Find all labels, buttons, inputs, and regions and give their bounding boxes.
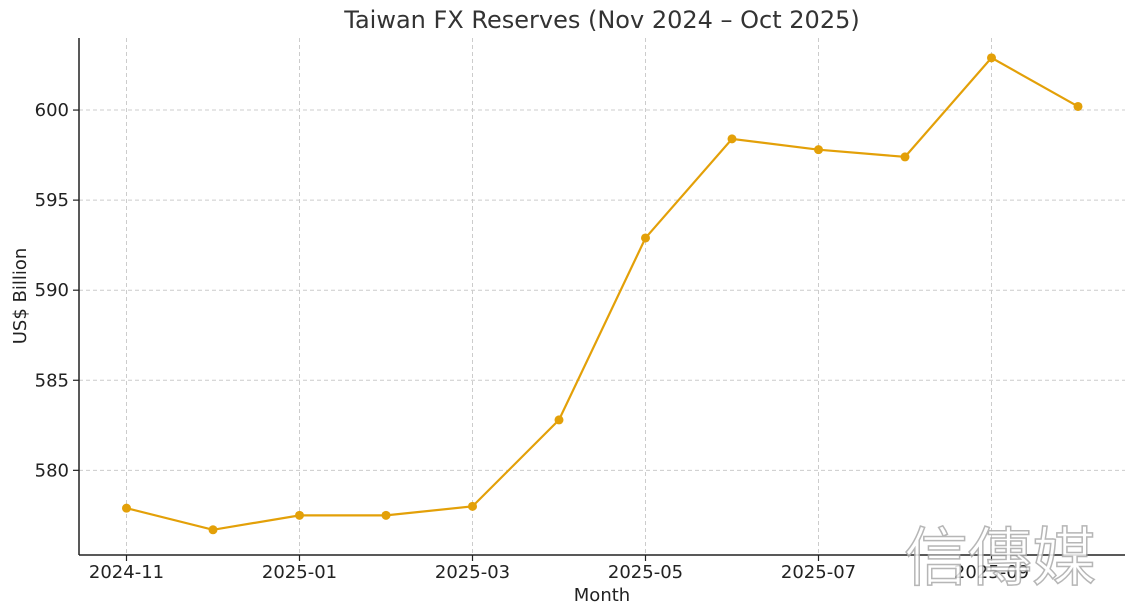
series-layer	[122, 53, 1083, 535]
data-point	[1073, 101, 1083, 111]
y-tick-label: 585	[35, 370, 69, 391]
x-axis-ticks: 2024-11 2025-01 2025-03 2025-05 2025-07 2025-…	[89, 555, 1029, 583]
data-point	[468, 501, 477, 511]
data-point	[295, 510, 304, 520]
data-point	[900, 152, 910, 162]
data-point	[208, 525, 218, 535]
data-point	[641, 233, 650, 243]
data-point	[987, 53, 996, 63]
series-line	[126, 56, 1079, 531]
y-axis-ticks: 580 585 590 595 600	[35, 100, 79, 481]
y-tick-label: 580	[35, 460, 69, 481]
data-point	[122, 503, 131, 513]
x-tick-label: 2025-05	[608, 562, 683, 583]
chart-title: Taiwan FX Reserves (Nov 2024 – Oct 2025)	[343, 6, 859, 34]
y-tick-label: 600	[35, 100, 69, 121]
data-point	[381, 510, 391, 520]
x-axis-label: Month	[574, 585, 630, 606]
y-axis-label: US$ Billion	[10, 248, 31, 345]
x-tick-label: 2025-01	[262, 562, 337, 583]
axes-layer	[78, 38, 1125, 556]
data-point	[727, 134, 737, 144]
x-tick-label: 2025-03	[435, 562, 510, 583]
x-tick-label: 2025-09	[954, 562, 1029, 583]
y-tick-label: 590	[35, 280, 69, 301]
data-point	[554, 415, 564, 425]
grid-layer	[79, 38, 1125, 555]
data-point	[814, 145, 823, 155]
watermark-logo: 信傳媒	[904, 522, 1096, 596]
y-tick-label: 595	[35, 190, 69, 211]
x-tick-label: 2024-11	[89, 562, 164, 583]
x-tick-label: 2025-07	[781, 562, 856, 583]
